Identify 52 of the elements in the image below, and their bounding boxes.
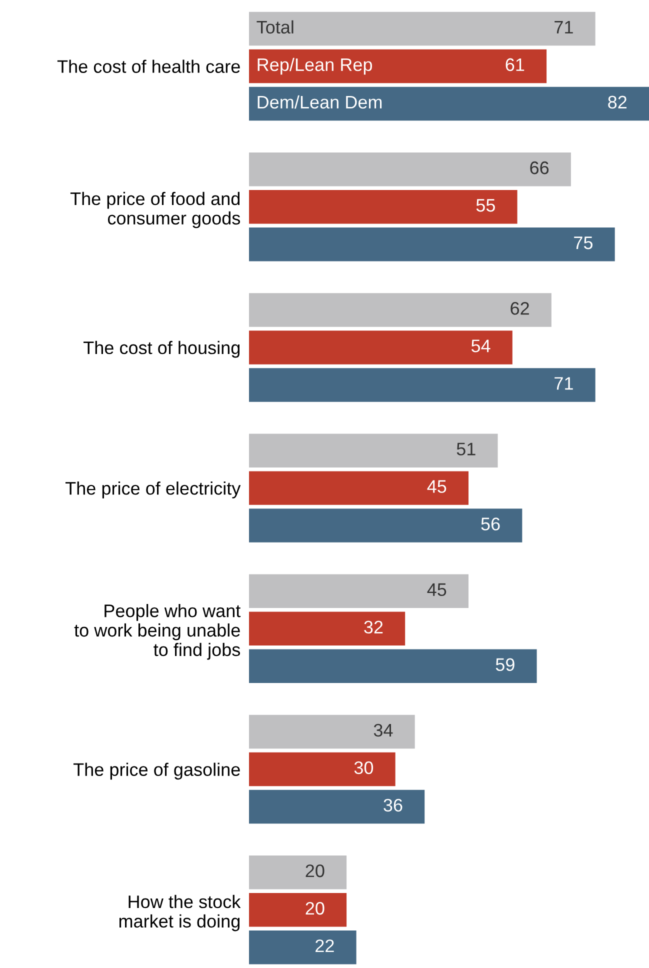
bar xyxy=(249,856,347,890)
data-label: 82 xyxy=(608,96,627,109)
data-label: 59 xyxy=(496,658,514,672)
bar xyxy=(249,893,347,927)
series-label: Rep/Lean Rep xyxy=(258,58,372,75)
bar xyxy=(249,368,596,402)
data-label: 71 xyxy=(554,377,573,390)
data-label: 54 xyxy=(471,340,490,352)
y-tick-label: People who want to work being unable to find jobs xyxy=(74,604,241,660)
bar xyxy=(249,330,512,364)
bar xyxy=(249,649,537,684)
bar xyxy=(249,86,649,121)
bar xyxy=(249,434,498,468)
bar xyxy=(249,190,518,224)
data-label: 36 xyxy=(384,798,402,812)
bar xyxy=(249,12,596,46)
y-tick-label: The cost of health care xyxy=(57,60,240,73)
data-label: 51 xyxy=(456,442,476,456)
data-label: 55 xyxy=(476,199,495,212)
data-label: 34 xyxy=(374,724,393,737)
y-tick-label: The price of food and consumer goods xyxy=(70,192,240,228)
data-label: 61 xyxy=(506,58,524,72)
data-label: 22 xyxy=(316,939,334,952)
bar xyxy=(249,612,406,646)
data-label: 32 xyxy=(364,620,383,634)
y-tick-label: The price of gasoline xyxy=(73,762,240,780)
y-tick-label: The cost of housing xyxy=(84,340,240,358)
data-label: 45 xyxy=(427,480,446,493)
data-label: 20 xyxy=(306,902,324,915)
data-label: 66 xyxy=(530,161,549,174)
data-label: 30 xyxy=(354,761,374,774)
bar xyxy=(249,790,425,824)
y-tick-label: How the stock market is doing xyxy=(119,894,241,932)
series-label: Dem/Lean Dem xyxy=(258,95,382,109)
y-tick-label: The price of electricity xyxy=(65,482,241,498)
bar xyxy=(249,471,469,505)
bar xyxy=(249,227,615,262)
bar xyxy=(249,752,396,786)
bar xyxy=(249,930,356,964)
bar xyxy=(249,508,522,542)
data-label: 62 xyxy=(510,302,529,315)
data-label: 56 xyxy=(481,518,500,530)
bar xyxy=(249,293,552,327)
bar xyxy=(249,714,415,749)
data-label: 20 xyxy=(306,864,324,878)
data-label: 75 xyxy=(574,236,593,250)
bar xyxy=(249,152,571,186)
bar xyxy=(249,574,469,608)
series-label: Total xyxy=(256,20,294,34)
data-label: 45 xyxy=(427,583,446,596)
data-label: 71 xyxy=(554,20,573,34)
bar xyxy=(249,49,547,84)
